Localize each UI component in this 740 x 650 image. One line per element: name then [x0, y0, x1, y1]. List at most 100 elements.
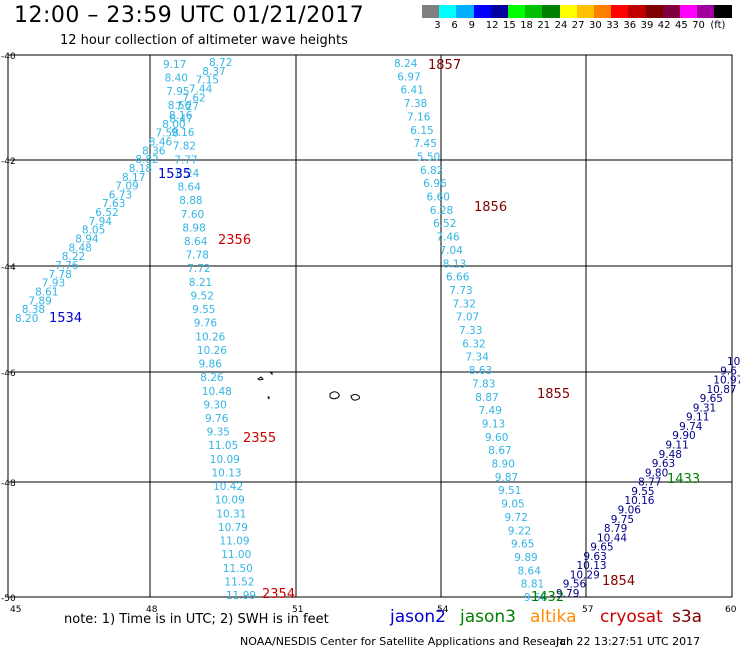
wave-height-label: 9.11: [686, 412, 709, 424]
wave-height-label: 8.13: [443, 258, 466, 270]
wave-height-label: 7.07: [456, 312, 479, 324]
wave-height-label: 7.49: [479, 405, 502, 417]
wave-height-label: 6.15: [410, 125, 433, 137]
wave-height-label: 8.16: [169, 110, 193, 122]
color-swatch: [542, 5, 560, 18]
wave-height-label: 10.26: [197, 345, 227, 357]
x-tick-label: 57: [582, 605, 593, 615]
island-outline: [350, 394, 361, 401]
y-tick-label: -48: [1, 479, 16, 489]
wave-height-label: 7.44: [189, 84, 213, 96]
pass-time-label: 2355: [243, 431, 276, 446]
wave-height-label: 10.13: [577, 560, 607, 572]
wave-height-label: 8.17: [122, 172, 145, 184]
wave-height-label: 8.18: [129, 163, 152, 175]
wave-height-label: 8.88: [179, 195, 202, 207]
island-outline: [268, 371, 273, 376]
wave-height-label: 9.80: [645, 467, 668, 479]
wave-height-label: 8.56: [168, 100, 192, 112]
wave-height-label: 7.58: [156, 128, 179, 140]
credit-footer: NOAA/NESDIS Center for Satellite Applica…: [240, 635, 574, 648]
wave-height-label: 8.05: [82, 225, 105, 237]
wave-height-label: 7.04: [440, 245, 464, 257]
wave-height-label: 8.64: [518, 565, 542, 577]
color-swatch: [473, 5, 491, 18]
x-tick-label: 60: [725, 605, 737, 615]
wave-height-label: 10.79: [218, 522, 248, 534]
wave-height-label: 8.61: [35, 287, 58, 299]
wave-height-label: 8.98: [182, 222, 205, 234]
color-swatch: [559, 5, 577, 18]
wave-height-label: 11.00: [221, 549, 251, 561]
color-swatch: [662, 5, 680, 18]
map-frame: [7, 54, 733, 598]
wave-height-label: 7.83: [472, 378, 495, 390]
color-scale-label: 30: [589, 20, 602, 31]
pass-time-label: 1855: [537, 387, 570, 402]
color-scale-label: (ft): [710, 20, 726, 31]
wave-height-label: 7.09: [115, 181, 138, 193]
wave-height-label: 8.64: [184, 236, 208, 248]
wave-height-label: 8.24: [394, 58, 418, 70]
wave-height-label: 8.46: [149, 136, 173, 148]
wave-height-label: 8.20: [15, 313, 38, 325]
wave-height-label: 7.62: [182, 92, 205, 104]
wave-height-label: 10.42: [213, 481, 243, 493]
wave-height-label: 9.51: [498, 485, 521, 497]
wave-height-label: 7.45: [414, 138, 437, 150]
island-outlines: [257, 371, 361, 401]
color-swatch: [680, 5, 698, 18]
legend-jason3: jason3: [460, 607, 516, 627]
color-swatch: [594, 5, 612, 18]
color-scale-label: 6: [451, 20, 458, 31]
wave-height-label: 7.63: [102, 198, 125, 210]
wave-height-label: 7.78: [48, 269, 71, 281]
color-scale-label: 15: [503, 20, 516, 31]
wave-height-label: 9.79: [556, 588, 579, 600]
wave-height-label: 10.31: [216, 508, 246, 520]
wave-height-label: 5.50: [417, 151, 440, 163]
wave-height-label: 7.73: [449, 285, 472, 297]
wave-height-label: 9.55: [192, 304, 215, 316]
wave-height-label: 10.44: [597, 532, 627, 544]
wave-height-label: 9.86: [199, 359, 223, 371]
wave-height-label: 9.13: [482, 419, 505, 431]
wave-height-label: 6.32: [462, 338, 485, 350]
wave-height-label: 9.87: [495, 472, 518, 484]
color-swatch: [439, 5, 457, 18]
wave-height-label: 8.21: [189, 277, 212, 289]
wave-height-label: 9.06: [618, 505, 642, 517]
wave-height-label: 10.26: [195, 331, 225, 343]
wave-height-label: 6.41: [401, 85, 424, 97]
wave-height-label: 11.99: [226, 590, 256, 602]
wave-height-label: 7.89: [28, 295, 51, 307]
wave-height-label: 10.09: [215, 495, 245, 507]
color-scale-label: 39: [640, 20, 654, 31]
color-swatch: [422, 5, 440, 18]
wave-height-label: 7.16: [407, 111, 431, 123]
wave-height-label: 6.52: [433, 218, 456, 230]
wave-height-label: 6.28: [430, 205, 453, 217]
wave-height-label: 8.64: [178, 182, 202, 194]
y-tick-label: -40: [1, 52, 16, 62]
wave-height-label: 8.90: [492, 459, 515, 471]
color-scale-label: 21: [537, 20, 551, 31]
wave-height-label: 6.60: [427, 192, 450, 204]
island-outline: [267, 396, 270, 400]
island-outline: [257, 376, 264, 381]
legend-s3a: s3a: [672, 607, 703, 627]
wave-height-label: 9.30: [203, 399, 226, 411]
wave-height-label: 10.29: [570, 569, 600, 581]
wave-height-label: 9.16: [171, 127, 195, 139]
wave-height-label: 8.26: [200, 372, 224, 384]
wave-height-label: 9.63: [583, 551, 606, 563]
altimeter-track-jason2: 8.728.377.157.447.627.278.168.007.588.46…: [15, 57, 232, 326]
x-tick-label: 45: [10, 605, 21, 615]
wave-height-label: 9.17: [163, 59, 186, 71]
wave-height-label: 9.65: [700, 393, 723, 405]
pass-time-label: 1535: [158, 167, 191, 182]
color-scale-label: 27: [571, 20, 585, 31]
wave-height-label: 8.48: [69, 242, 92, 254]
color-scale-label: 18: [520, 20, 533, 31]
color-swatch: [611, 5, 629, 18]
